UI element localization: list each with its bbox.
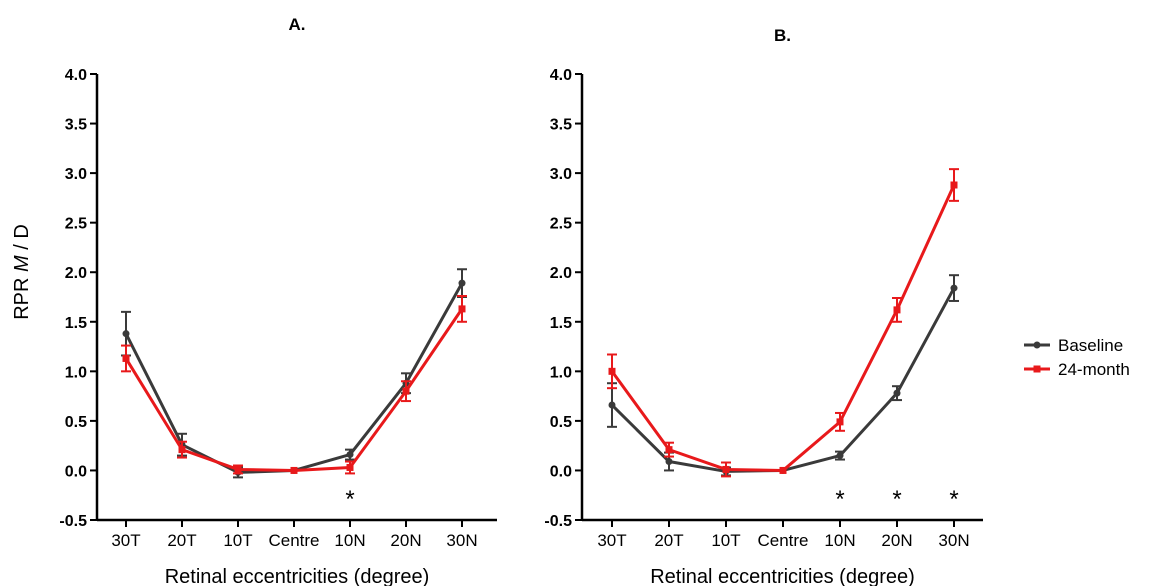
significance-marker: * (345, 486, 354, 513)
y-axis-label-prefix: RPR (11, 272, 33, 320)
x-tick-label: Centre (268, 531, 319, 550)
y-axis-label: RPR M / D (11, 224, 33, 320)
y-tick-label: 2.0 (65, 265, 87, 282)
data-point (346, 451, 354, 459)
data-point (458, 305, 466, 313)
data-point (836, 418, 844, 426)
legend-label: Baseline (1058, 336, 1123, 355)
data-point (402, 387, 410, 395)
x-tick-label: 20T (167, 531, 196, 550)
series-line (610, 184, 956, 472)
y-tick-label: 0.0 (550, 463, 572, 480)
chart-title: A. (289, 15, 306, 34)
y-tick-label: 3.5 (550, 117, 572, 134)
x-tick-label: 10N (334, 531, 365, 550)
data-point (893, 306, 901, 314)
x-tick-label: 10T (223, 531, 252, 550)
y-tick-label: 1.0 (65, 364, 87, 381)
y-axis-label-italic: M (11, 255, 33, 272)
data-point (608, 367, 616, 375)
panel-a: A. -0.5 0.0 0.5 1.0 1.5 2.0 2.5 3.0 3.5 4.0 30T 20T 1… (59, 15, 497, 586)
legend-item-baseline: Baseline (1024, 336, 1123, 355)
x-axis-label: Retinal eccentricities (degree) (165, 566, 430, 586)
y-tick-label: 3.5 (65, 117, 87, 134)
series-24-month (121, 295, 467, 475)
data-point (665, 446, 673, 454)
y-tick-label: 1.5 (65, 315, 87, 332)
data-point (608, 401, 616, 409)
panel-b: B. -0.5 0.0 0.5 1.0 1.5 2.0 2.5 3.0 3.5 4.0 30T 20T 1… (544, 26, 983, 586)
x-axis-label: Retinal eccentricities (degree) (650, 566, 915, 586)
y-tick-label: 0.0 (65, 463, 87, 480)
x-tick-label: 20T (654, 531, 683, 550)
data-point (836, 452, 844, 460)
legend: Baseline 24-month (1024, 336, 1130, 379)
y-tick-label: 1.0 (550, 364, 572, 381)
x-tick-label: 30T (111, 531, 140, 550)
series-24-month (607, 168, 959, 478)
data-point (290, 466, 298, 474)
y-tick-label: 0.5 (550, 414, 572, 431)
data-point (122, 354, 130, 362)
x-tick-label: 10N (824, 531, 855, 550)
x-tick-label: 20N (881, 531, 912, 550)
series-line (124, 308, 464, 472)
data-point (234, 465, 242, 473)
x-tick-label: Centre (757, 531, 808, 550)
x-tick-label: 30T (597, 531, 626, 550)
y-tick-label: 3.0 (550, 166, 572, 183)
significance-marker: * (892, 486, 901, 513)
chart-title: B. (774, 26, 791, 45)
y-tick-label: 2.5 (550, 216, 572, 233)
y-tick-label: 4.0 (65, 67, 87, 84)
y-tick-label: 4.0 (550, 67, 572, 84)
legend-swatch-marker (1033, 365, 1041, 373)
series-baseline (607, 274, 959, 477)
data-point (779, 466, 787, 474)
data-point (458, 279, 466, 287)
x-tick-label: 20N (390, 531, 421, 550)
data-point (722, 465, 730, 473)
y-tick-label: 2.0 (550, 265, 572, 282)
data-point (950, 181, 958, 189)
y-tick-label: -0.5 (544, 513, 572, 530)
series-line (124, 282, 464, 474)
y-axis-label-suffix: / D (11, 224, 33, 255)
significance-marker: * (835, 486, 844, 513)
data-point (122, 330, 130, 338)
x-tick-label: 10T (711, 531, 740, 550)
legend-item-24-month: 24-month (1024, 360, 1130, 379)
data-point (950, 284, 958, 292)
significance-marker: * (949, 486, 958, 513)
y-tick-label: 0.5 (65, 414, 87, 431)
legend-swatch-marker (1033, 341, 1041, 349)
y-tick-label: -0.5 (59, 513, 87, 530)
legend-label: 24-month (1058, 360, 1130, 379)
data-point (665, 458, 673, 466)
data-point (893, 389, 901, 397)
x-tick-label: 30N (446, 531, 477, 550)
y-tick-label: 1.5 (550, 315, 572, 332)
data-point (346, 463, 354, 471)
y-tick-label: 3.0 (65, 166, 87, 183)
series-baseline (121, 268, 467, 479)
x-tick-label: 30N (938, 531, 969, 550)
y-tick-label: 2.5 (65, 216, 87, 233)
data-point (178, 446, 186, 454)
